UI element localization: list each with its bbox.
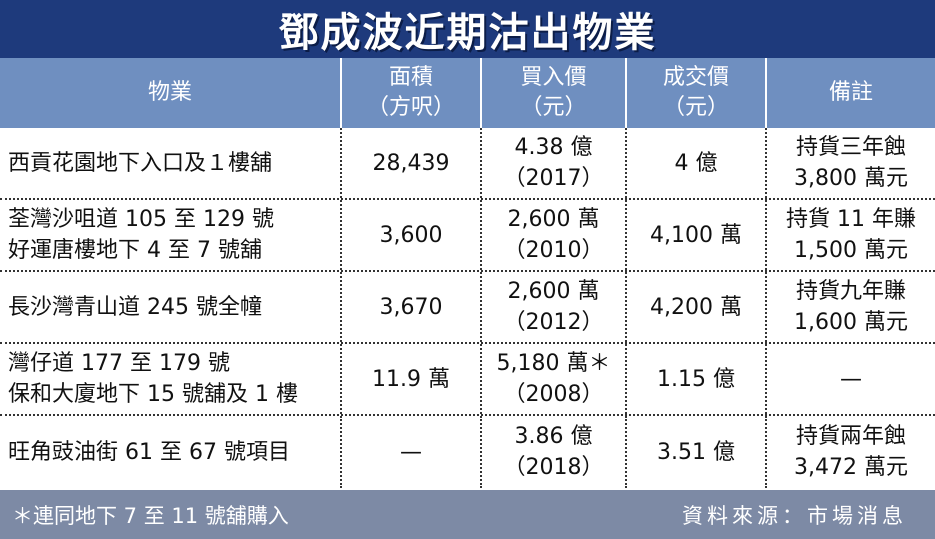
note-cell: 持貨三年蝕 3,800 萬元 xyxy=(765,128,935,198)
header-label: 買入價 xyxy=(520,65,587,90)
property-line: 荃灣沙咀道 105 至 129 號 xyxy=(8,207,274,232)
property-line: 好運唐樓地下 4 至 7 號舖 xyxy=(8,238,262,263)
table-row: 旺角豉油街 61 至 67 號項目 — 3.86 億 （2018） 3.51 億… xyxy=(0,416,935,488)
area-cell: 3,670 xyxy=(340,272,480,342)
buy-year: （2010） xyxy=(503,238,604,263)
area-value: 11.9 萬 xyxy=(372,366,450,392)
note-line: 持貨三年蝕 xyxy=(795,135,906,160)
header-buy-price: 買入價 （元） xyxy=(480,58,625,128)
buy-price-value: 2,600 萬 xyxy=(507,279,600,304)
property-line: 保和大廈地下 15 號舖及 1 樓 xyxy=(8,382,298,407)
buy-price-value: 4.38 億 xyxy=(514,135,593,160)
buy-price-cell: 2,600 萬 （2010） xyxy=(480,200,625,270)
property-line: 長沙灣青山道 245 號全幢 xyxy=(8,294,262,320)
header-label: 物業 xyxy=(147,80,192,105)
note-line: 持貨 11 年賺 xyxy=(786,207,916,232)
header-label: 成交價 xyxy=(662,65,729,90)
note-line: 1,600 萬元 xyxy=(794,310,908,335)
note-cell: 持貨兩年蝕 3,472 萬元 xyxy=(765,416,935,488)
table-body: 西貢花園地下入口及１樓舖 28,439 4.38 億 （2017） 4 億 持貨… xyxy=(0,128,935,488)
note-line: 持貨兩年蝕 xyxy=(795,424,906,449)
buy-year: （2008） xyxy=(503,382,604,407)
sell-price-value: 3.51 億 xyxy=(657,439,735,465)
property-cell: 荃灣沙咀道 105 至 129 號 好運唐樓地下 4 至 7 號舖 xyxy=(0,200,340,270)
sell-price-value: 4 億 xyxy=(674,150,718,176)
source-note: 資料來源：市場消息 xyxy=(682,503,907,528)
area-value: — xyxy=(400,439,422,465)
header-area: 面積 （方呎） xyxy=(340,58,480,128)
buy-price-cell: 2,600 萬 （2012） xyxy=(480,272,625,342)
sell-price-cell: 3.51 億 xyxy=(625,416,765,488)
sell-price-cell: 1.15 億 xyxy=(625,344,765,414)
table-title: 鄧成波近期沽出物業 xyxy=(278,10,657,56)
header-unit: （方呎） xyxy=(366,95,455,120)
header-property: 物業 xyxy=(0,58,340,128)
table-row: 長沙灣青山道 245 號全幢 3,670 2,600 萬 （2012） 4,20… xyxy=(0,272,935,344)
header-unit: （元） xyxy=(662,95,729,120)
note-line: 3,472 萬元 xyxy=(794,455,908,480)
buy-price-value: 2,600 萬 xyxy=(507,207,600,232)
sell-price-cell: 4 億 xyxy=(625,128,765,198)
area-value: 3,600 xyxy=(379,222,443,248)
buy-price-value: 5,180 萬＊ xyxy=(496,351,611,376)
area-cell: 3,600 xyxy=(340,200,480,270)
sell-price-value: 1.15 億 xyxy=(657,366,735,392)
property-cell: 旺角豉油街 61 至 67 號項目 xyxy=(0,416,340,488)
area-cell: 11.9 萬 xyxy=(340,344,480,414)
table-row: 荃灣沙咀道 105 至 129 號 好運唐樓地下 4 至 7 號舖 3,600 … xyxy=(0,200,935,272)
note-line: 3,800 萬元 xyxy=(794,166,908,191)
footer-bar: ＊連同地下 7 至 11 號舖購入 資料來源：市場消息 xyxy=(0,490,935,539)
property-line: 西貢花園地下入口及１樓舖 xyxy=(8,150,273,176)
header-sell-price: 成交價 （元） xyxy=(625,58,765,128)
buy-year: （2018） xyxy=(503,455,604,480)
sell-price-value: 4,100 萬 xyxy=(650,222,742,248)
buy-year: （2017） xyxy=(503,166,604,191)
note-line: 持貨九年賺 xyxy=(795,279,906,304)
note-cell: 持貨 11 年賺 1,500 萬元 xyxy=(765,200,935,270)
header-unit: （元） xyxy=(520,95,587,120)
buy-price-value: 3.86 億 xyxy=(514,424,593,449)
header-note: 備註 xyxy=(765,58,935,128)
note-line: 1,500 萬元 xyxy=(794,238,908,263)
buy-year: （2012） xyxy=(503,310,604,335)
sell-price-value: 4,200 萬 xyxy=(650,294,742,320)
table-row: 西貢花園地下入口及１樓舖 28,439 4.38 億 （2017） 4 億 持貨… xyxy=(0,128,935,200)
note-cell: 持貨九年賺 1,600 萬元 xyxy=(765,272,935,342)
property-line: 灣仔道 177 至 179 號 xyxy=(8,351,230,376)
area-cell: 28,439 xyxy=(340,128,480,198)
area-value: 28,439 xyxy=(372,150,450,176)
header-label: 備註 xyxy=(828,80,873,105)
sell-price-cell: 4,200 萬 xyxy=(625,272,765,342)
header-row: 物業 面積 （方呎） 買入價 （元） 成交價 （元） 備註 xyxy=(0,58,935,128)
sell-price-cell: 4,100 萬 xyxy=(625,200,765,270)
table-row: 灣仔道 177 至 179 號 保和大廈地下 15 號舖及 1 樓 11.9 萬… xyxy=(0,344,935,416)
area-value: 3,670 xyxy=(379,294,443,320)
property-line: 旺角豉油街 61 至 67 號項目 xyxy=(8,439,290,465)
area-cell: — xyxy=(340,416,480,488)
buy-price-cell: 5,180 萬＊ （2008） xyxy=(480,344,625,414)
property-cell: 灣仔道 177 至 179 號 保和大廈地下 15 號舖及 1 樓 xyxy=(0,344,340,414)
property-cell: 長沙灣青山道 245 號全幢 xyxy=(0,272,340,342)
buy-price-cell: 3.86 億 （2018） xyxy=(480,416,625,488)
property-cell: 西貢花園地下入口及１樓舖 xyxy=(0,128,340,198)
footnote: ＊連同地下 7 至 11 號舖購入 xyxy=(12,503,289,528)
header-label: 面積 xyxy=(388,65,433,90)
buy-price-cell: 4.38 億 （2017） xyxy=(480,128,625,198)
title-bar: 鄧成波近期沽出物業 xyxy=(0,0,935,58)
note-line: — xyxy=(840,366,862,392)
note-cell: — xyxy=(765,344,935,414)
